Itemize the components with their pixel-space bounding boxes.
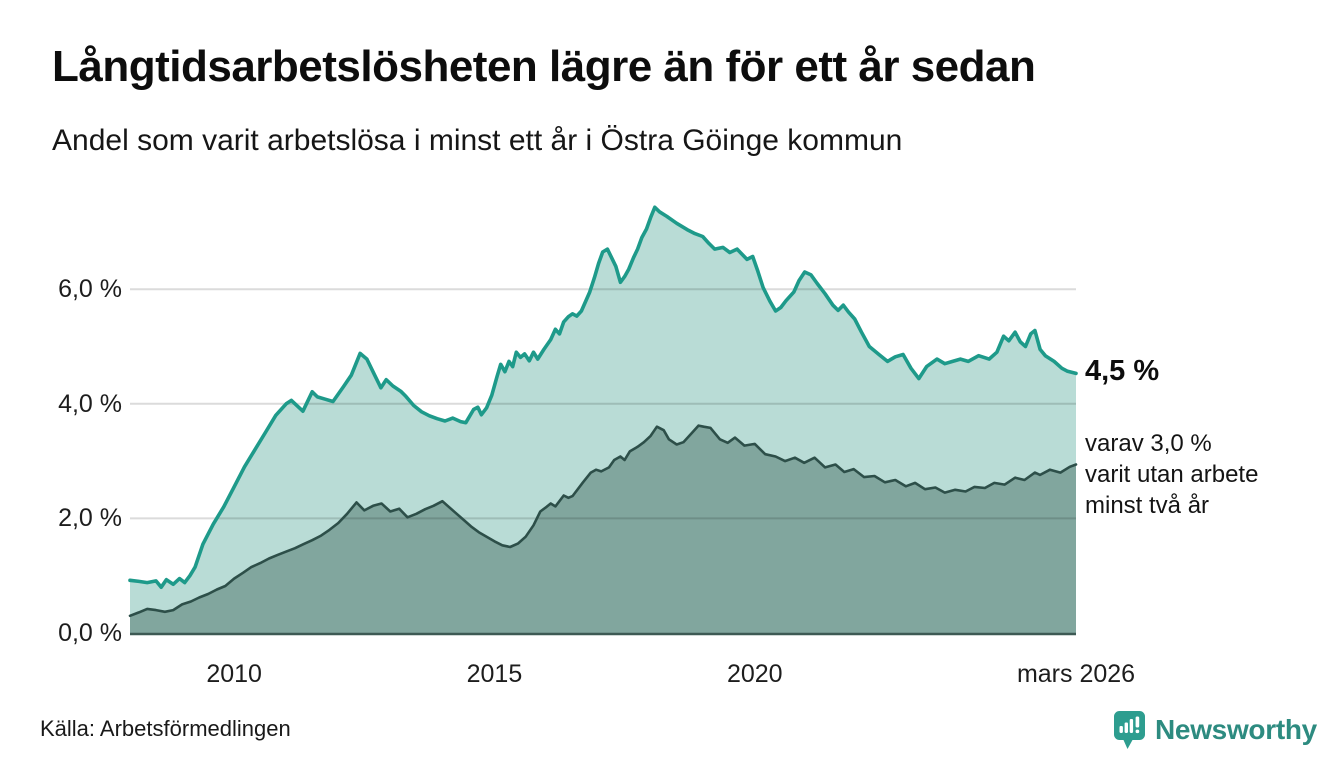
series-line-minst-ett-ar (128, 205, 1078, 589)
x-axis-tick-label: 2010 (206, 660, 262, 688)
logo-exclamation-icon (1135, 716, 1140, 728)
annotation-secondary-line: varit utan arbete (1085, 461, 1259, 488)
annotation-secondary-line: minst två år (1085, 492, 1210, 519)
newsworthy-logo-icon (1114, 711, 1145, 749)
page-subtitle: Andel som varit arbetslösa i minst ett å… (52, 124, 903, 157)
logo-bar-icon (1124, 722, 1128, 733)
annotation-latest-value: 4,5 % (1085, 355, 1160, 387)
series-line-minst-tva-ar (128, 424, 1078, 618)
page-title: Långtidsarbetslösheten lägre än för ett … (52, 42, 1036, 91)
x-axis-tick-label: 2015 (466, 660, 523, 688)
logo-bar-icon (1119, 726, 1123, 733)
y-axis-tick-label: 4,0 % (58, 389, 122, 418)
y-axis-tick-label: 0,0 % (58, 619, 122, 647)
source-note: Källa: Arbetsförmedlingen (40, 716, 291, 741)
series-area-minst-tva-ar (130, 425, 1076, 633)
y-axis-tick-label: 6,0 % (58, 275, 122, 304)
x-axis-tick-label: mars 2026 (1016, 660, 1136, 688)
newsworthy-logo: Newsworthy (1113, 708, 1317, 752)
logo-exclamation-icon (1135, 729, 1140, 734)
newsworthy-wordmark: Newsworthy (1155, 714, 1317, 745)
annotation-secondary-value: varav 3,0 % varit utan arbete minst två … (1085, 428, 1258, 521)
x-axis-tick-label: 2020 (726, 660, 783, 688)
y-axis-tick-label: 2,0 % (58, 504, 122, 533)
logo-bar-icon (1129, 719, 1134, 733)
annotation-secondary-line: varav 3,0 % (1085, 430, 1212, 457)
